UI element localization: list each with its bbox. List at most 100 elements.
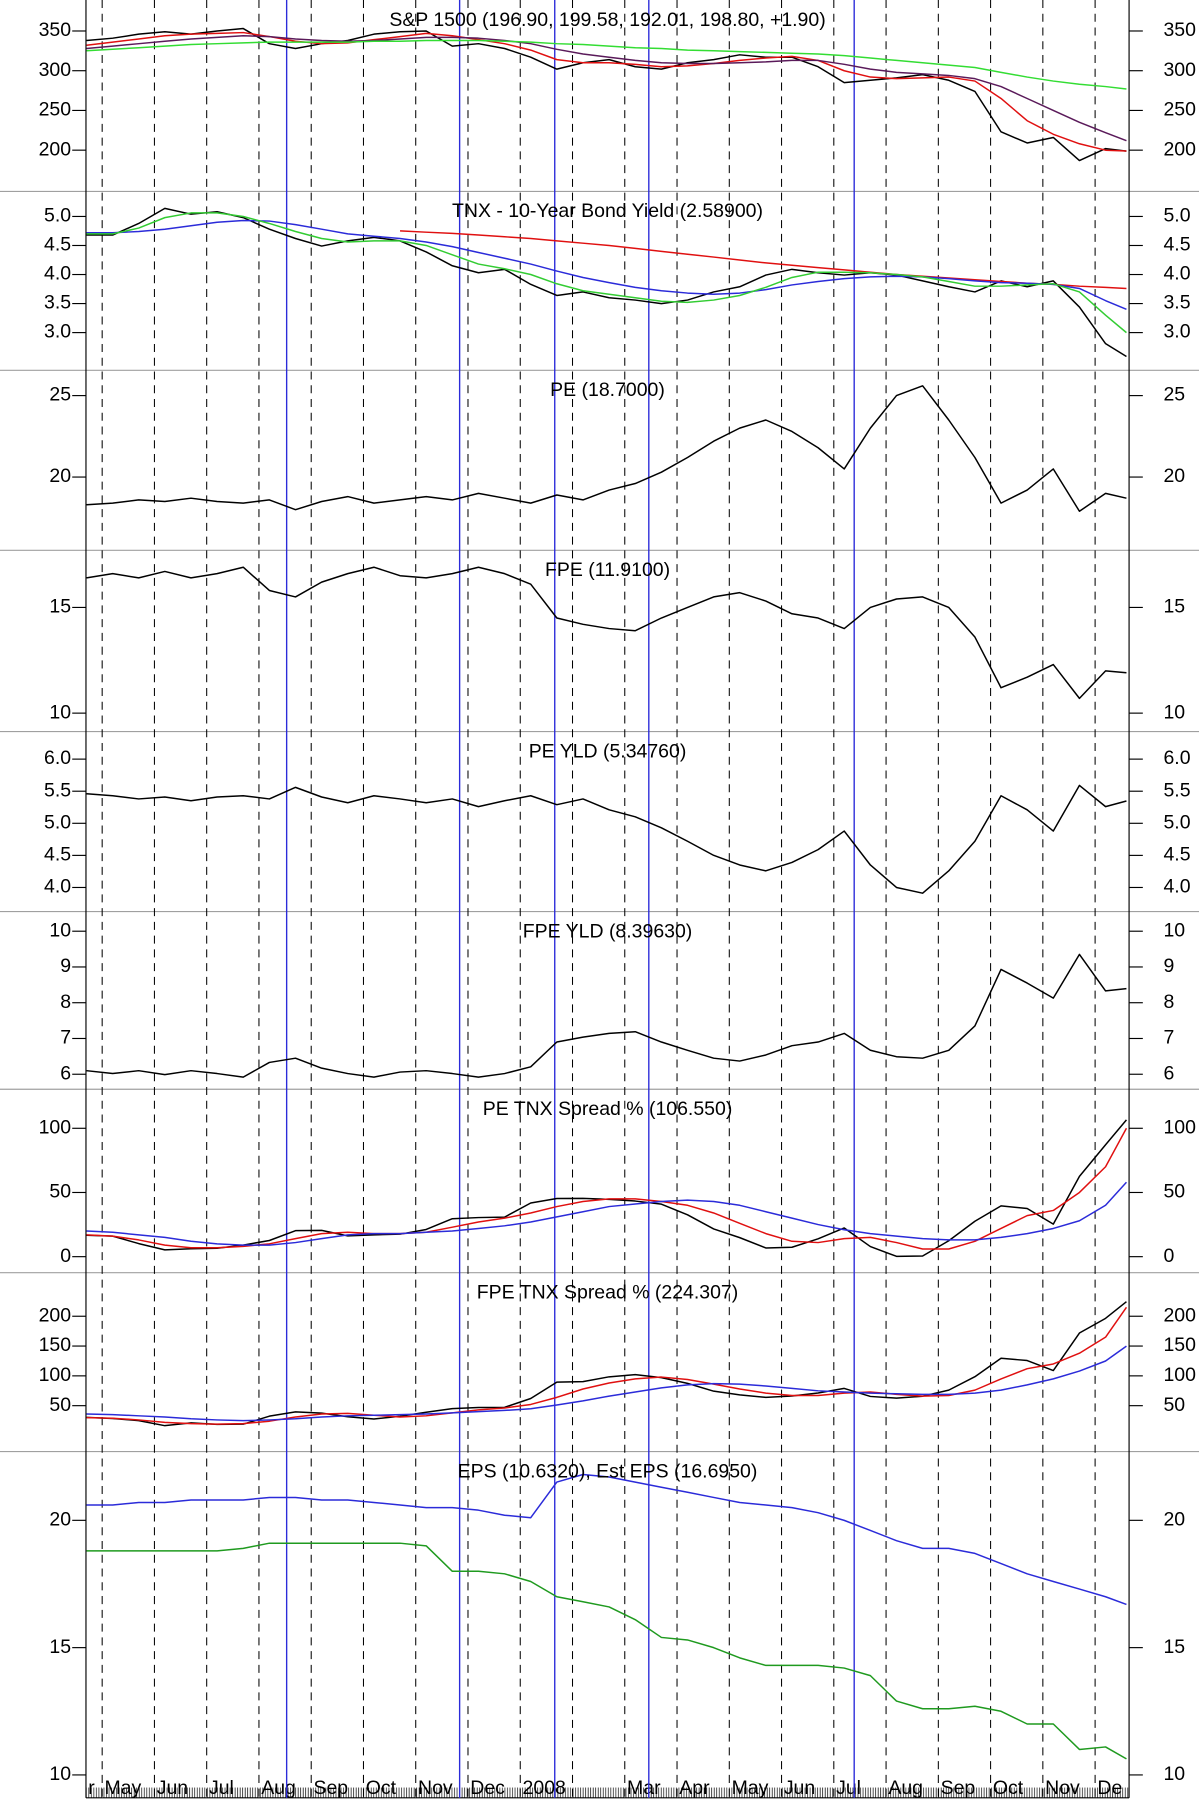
y-tick-label-right: 0 <box>1163 1245 1174 1267</box>
y-tick-label-right: 25 <box>1163 384 1185 406</box>
y-tick-label-right: 5.5 <box>1163 779 1190 801</box>
x-tick-label: Jun <box>784 1777 815 1799</box>
y-tick-label: 4.5 <box>44 234 71 256</box>
y-tick-label: 250 <box>39 99 72 121</box>
panel-title: FPE TNX Spread % (224.307) <box>477 1281 738 1303</box>
x-tick-label: Oct <box>366 1777 397 1799</box>
y-tick-label: 50 <box>49 1181 71 1203</box>
panel-title: TNX - 10-Year Bond Yield (2.58900) <box>452 200 763 222</box>
x-tick-label: Aug <box>261 1777 296 1799</box>
series-line <box>86 784 1127 894</box>
y-tick-label: 15 <box>49 1636 71 1658</box>
y-tick-label-right: 6 <box>1163 1062 1174 1084</box>
y-tick-label-right: 4.0 <box>1163 263 1190 285</box>
x-tick-label: Sep <box>314 1777 349 1799</box>
x-tick-label: Nov <box>1045 1777 1080 1799</box>
y-tick-label: 200 <box>39 138 72 160</box>
panel-title: S&P 1500 (196.90, 199.58, 192.01, 198.80… <box>389 9 825 31</box>
y-tick-label-right: 3.5 <box>1163 292 1190 314</box>
series-line <box>86 35 1127 142</box>
y-tick-label: 6 <box>60 1062 71 1084</box>
x-tick-label: Apr <box>679 1777 710 1799</box>
series-line <box>86 207 1127 358</box>
y-tick-label-right: 15 <box>1163 596 1185 618</box>
y-tick-label-right: 4.0 <box>1163 876 1190 898</box>
series-line <box>400 230 1127 290</box>
y-tick-label: 20 <box>49 465 71 487</box>
y-tick-label: 350 <box>39 19 72 41</box>
y-tick-label-right: 5.0 <box>1163 205 1190 227</box>
day-ticks <box>85 1787 1130 1798</box>
series-line <box>86 27 1127 162</box>
y-tick-label-right: 4.5 <box>1163 844 1190 866</box>
y-tick-label-right: 7 <box>1163 1027 1174 1049</box>
y-tick-label: 15 <box>49 596 71 618</box>
x-tick-label: Sep <box>941 1777 976 1799</box>
x-tick-label: Oct <box>993 1777 1024 1799</box>
x-tick-label: Jun <box>157 1777 188 1799</box>
x-tick-label: r <box>88 1777 95 1799</box>
series-line <box>86 1345 1127 1422</box>
y-tick-label-right: 50 <box>1163 1181 1185 1203</box>
y-tick-label: 10 <box>49 701 71 723</box>
y-tick-label: 5.0 <box>44 205 71 227</box>
x-tick-label: Nov <box>418 1777 453 1799</box>
x-tick-label: Dec <box>470 1777 505 1799</box>
y-tick-label: 300 <box>39 59 72 81</box>
y-tick-label: 7 <box>60 1027 71 1049</box>
y-tick-label: 9 <box>60 955 71 977</box>
y-tick-label-right: 50 <box>1163 1394 1185 1416</box>
y-tick-label-right: 100 <box>1163 1116 1196 1138</box>
y-tick-label-right: 200 <box>1163 138 1196 160</box>
y-tick-label-right: 20 <box>1163 1508 1185 1530</box>
x-tick-label: Mar <box>627 1777 661 1799</box>
y-tick-label-right: 8 <box>1163 991 1174 1013</box>
x-tick-label: May <box>104 1777 141 1799</box>
series-line <box>86 1542 1127 1760</box>
x-tick-label: Jul <box>209 1777 234 1799</box>
x-tick-label: May <box>732 1777 769 1799</box>
panel-title: FPE (11.9100) <box>545 559 670 581</box>
y-tick-label: 10 <box>49 1763 71 1785</box>
y-tick-label-right: 100 <box>1163 1364 1196 1386</box>
series-line <box>86 39 1127 90</box>
series-line <box>86 1473 1127 1606</box>
y-tick-label: 8 <box>60 991 71 1013</box>
x-tick-label: Aug <box>888 1777 923 1799</box>
y-tick-label: 4.0 <box>44 263 71 285</box>
y-tick-label: 4.5 <box>44 844 71 866</box>
x-tick-label: 2008 <box>523 1777 566 1799</box>
series-line <box>86 953 1127 1078</box>
y-tick-label-right: 20 <box>1163 465 1185 487</box>
y-tick-label: 10 <box>49 919 71 941</box>
y-tick-label: 20 <box>49 1508 71 1530</box>
y-tick-label-right: 150 <box>1163 1334 1196 1356</box>
y-tick-label-right: 5.0 <box>1163 811 1190 833</box>
y-tick-label-right: 10 <box>1163 1763 1185 1785</box>
series-line <box>86 1181 1127 1246</box>
series-line <box>86 212 1127 334</box>
series-line <box>86 566 1127 700</box>
y-tick-label: 150 <box>39 1334 72 1356</box>
panel-title: PE TNX Spread % (106.550) <box>483 1098 733 1120</box>
y-tick-label-right: 250 <box>1163 99 1196 121</box>
panel-title: EPS (10.6320), Est EPS (16.6950) <box>458 1460 758 1482</box>
y-tick-label-right: 6.0 <box>1163 747 1190 769</box>
y-tick-label: 5.0 <box>44 811 71 833</box>
y-tick-label: 4.0 <box>44 876 71 898</box>
panel-title: FPE YLD (8.39630) <box>523 920 693 942</box>
y-tick-label: 0 <box>60 1245 71 1267</box>
panel-title: PE YLD (5.34760) <box>529 740 687 762</box>
y-tick-label-right: 15 <box>1163 1636 1185 1658</box>
y-tick-label: 3.5 <box>44 292 71 314</box>
y-tick-label-right: 350 <box>1163 19 1196 41</box>
y-tick-label: 200 <box>39 1304 72 1326</box>
y-tick-label: 100 <box>39 1364 72 1386</box>
y-tick-label-right: 200 <box>1163 1304 1196 1326</box>
y-tick-label-right: 9 <box>1163 955 1174 977</box>
series-line <box>86 1301 1127 1427</box>
panel-title: PE (18.7000) <box>550 379 665 401</box>
